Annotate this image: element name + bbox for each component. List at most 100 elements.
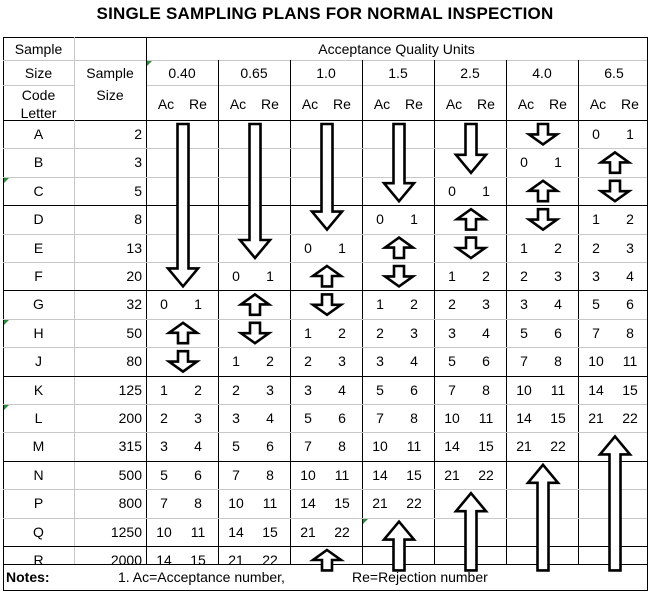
ac-value: 7 xyxy=(520,353,528,370)
header-thin-line xyxy=(146,60,647,61)
header-aql-value: 2.5 xyxy=(460,65,480,81)
ac-value: 3 xyxy=(160,438,168,455)
table-border-bottom xyxy=(3,590,648,591)
sample-size: 8 xyxy=(134,211,142,228)
header-aql-value: 4.0 xyxy=(532,65,552,81)
ac-value: 7 xyxy=(376,410,384,426)
arrow-up-icon xyxy=(525,462,561,572)
re-value: 15 xyxy=(478,438,494,455)
re-value: 11 xyxy=(334,466,350,483)
header-aql-value: 6.5 xyxy=(604,65,624,81)
re-value: 11 xyxy=(406,438,422,455)
ac-value: 3 xyxy=(304,381,312,398)
code-letter: A xyxy=(33,126,44,142)
code-letter: J xyxy=(35,353,42,370)
ac-value: 5 xyxy=(160,466,168,483)
re-value: 2 xyxy=(266,353,274,370)
re-value: 11 xyxy=(478,410,494,426)
row-group-divider xyxy=(3,375,647,377)
re-value: 22 xyxy=(622,410,638,426)
re-value: 2 xyxy=(626,211,634,228)
ac-value: 3 xyxy=(592,268,600,284)
arrow-up-icon xyxy=(308,548,346,572)
re-value: 8 xyxy=(410,410,418,426)
ac-value: 7 xyxy=(592,324,600,341)
header-thin-line xyxy=(146,85,647,86)
ac-value: 1 xyxy=(520,239,528,256)
row-thin-line xyxy=(3,404,647,405)
arrow-down-icon xyxy=(524,122,562,146)
ac-value: 3 xyxy=(232,410,240,426)
ac-value: 7 xyxy=(304,438,312,455)
re-value: 6 xyxy=(554,324,562,341)
re-value: 8 xyxy=(194,495,202,512)
re-value: 2 xyxy=(554,239,562,256)
ac-value: 5 xyxy=(592,296,600,313)
row-thin-line xyxy=(3,347,647,349)
ac-value: 1 xyxy=(304,324,312,341)
aql-col-separator xyxy=(578,60,579,564)
code-letter: E xyxy=(33,239,44,256)
sample-size: 5 xyxy=(134,182,142,199)
sample-size: 500 xyxy=(118,466,142,483)
header-sample-size-1: Sample xyxy=(86,65,134,81)
ac-value: 14 xyxy=(444,438,460,455)
sample-size: 32 xyxy=(126,296,142,313)
re-value: 6 xyxy=(266,438,274,455)
header-ac-label: Ac xyxy=(517,96,535,112)
ac-value: 1 xyxy=(232,353,240,370)
ac-value: 0 xyxy=(304,239,312,256)
ac-value: 14 xyxy=(516,410,532,426)
arrow-down-icon xyxy=(380,264,418,288)
row-thin-line xyxy=(3,318,647,320)
re-value: 15 xyxy=(622,381,638,398)
ac-value: 0 xyxy=(448,182,456,199)
re-value: 6 xyxy=(338,410,346,426)
header-ac-label: Ac xyxy=(301,96,319,112)
re-value: 2 xyxy=(410,296,418,313)
arrow-down-icon xyxy=(165,122,201,289)
re-value: 11 xyxy=(622,353,638,370)
code-letter: Q xyxy=(33,523,44,540)
ac-value: 7 xyxy=(232,466,240,483)
ac-value: 7 xyxy=(160,495,168,512)
comment-marker xyxy=(4,405,9,410)
re-value: 15 xyxy=(334,495,350,512)
sample-size: 3 xyxy=(134,154,142,171)
sample-size: 20 xyxy=(126,268,142,284)
ac-value: 10 xyxy=(588,353,604,370)
code-letter: G xyxy=(33,296,44,313)
re-value: 8 xyxy=(266,466,274,483)
ac-value: 0 xyxy=(520,154,528,171)
sample-size: 50 xyxy=(126,324,142,341)
notes-text: 1. Ac=Acceptance number, xyxy=(118,569,285,585)
arrow-down-icon xyxy=(524,207,562,232)
header-re-label: Re xyxy=(333,96,351,112)
row-group-divider xyxy=(3,290,647,292)
header-re-label: Re xyxy=(621,96,639,112)
ac-value: 21 xyxy=(516,438,532,455)
re-value: 22 xyxy=(334,523,350,540)
re-value: 4 xyxy=(410,353,418,370)
arrow-up-icon xyxy=(596,150,634,175)
aql-col-separator xyxy=(362,60,363,564)
row-group-divider xyxy=(3,460,647,462)
code-letter: B xyxy=(33,154,44,171)
ac-value: 2 xyxy=(448,296,456,313)
re-value: 15 xyxy=(406,466,422,483)
header-ac-label: Ac xyxy=(589,96,607,112)
sample-size: 315 xyxy=(118,438,142,455)
header-aql-value: 0.65 xyxy=(240,65,268,81)
ac-value: 14 xyxy=(300,495,316,512)
arrow-up-icon xyxy=(597,434,633,572)
sample-size: 125 xyxy=(118,381,142,398)
re-value: 1 xyxy=(626,126,634,142)
row-thin-line xyxy=(3,517,647,519)
code-letter: C xyxy=(33,182,44,199)
re-value: 8 xyxy=(626,324,634,341)
ac-value: 0 xyxy=(592,126,600,142)
ac-value: 0 xyxy=(160,296,168,313)
arrow-up-icon xyxy=(236,292,274,317)
ac-value: 7 xyxy=(448,381,456,398)
ac-value: 10 xyxy=(444,410,460,426)
